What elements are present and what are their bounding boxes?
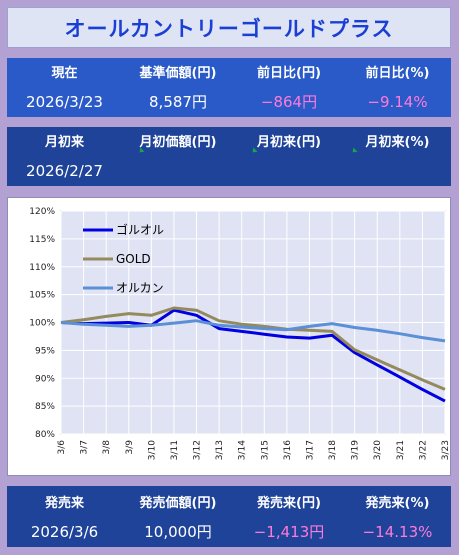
- x-tick-label: 3/14: [238, 440, 248, 460]
- page-title: オールカントリーゴールドプラス: [7, 7, 451, 48]
- y-tick-label: 90%: [35, 374, 55, 384]
- legend-label-2: GOLD: [116, 252, 151, 266]
- y-tick-label: 100%: [29, 319, 55, 329]
- current-date: 2026/3/23: [26, 93, 103, 111]
- header-launch-pct: 発売来(%): [365, 496, 430, 511]
- y-tick-label: 95%: [35, 346, 55, 356]
- header-day-change-pct: 前日比(%): [365, 66, 430, 81]
- month-to-date-panel: 月初来 月初価額(円) 月初来(円) 月初来(%) 2026/2/27: [7, 127, 451, 186]
- launch-change-yen: −1,413円: [253, 523, 325, 541]
- launch-nav: 10,000円: [144, 523, 212, 541]
- y-tick-label: 115%: [29, 235, 55, 245]
- header-launch: 発売来: [44, 496, 84, 511]
- x-tick-label: 3/17: [305, 440, 315, 460]
- x-tick-label: 3/19: [351, 440, 361, 460]
- mtd-change-pct: [344, 157, 451, 185]
- y-tick-label: 105%: [29, 291, 55, 301]
- header-month-start: 月初来: [44, 135, 84, 150]
- header-launch-nav: 発売価額(円): [139, 496, 217, 511]
- y-tick-label: 120%: [29, 207, 55, 217]
- x-tick-label: 3/18: [328, 440, 338, 460]
- header-day-change-yen: 前日比(円): [257, 66, 321, 81]
- y-tick-label: 80%: [35, 430, 55, 440]
- x-tick-label: 3/22: [418, 440, 428, 460]
- day-change-yen: −864円: [260, 93, 318, 111]
- x-tick-label: 3/21: [396, 440, 406, 460]
- header-current: 現在: [51, 66, 78, 81]
- series-line-1: [60, 308, 446, 403]
- launch-date: 2026/3/6: [30, 523, 99, 541]
- month-start-date: 2026/2/27: [26, 162, 103, 180]
- header-month-nav: 月初価額(円): [139, 135, 217, 150]
- x-tick-label: 3/8: [102, 440, 112, 455]
- performance-chart: 80% 85% 90% 95% 100% 105% 110% 115% 120% 3/6 3/7 3/…: [7, 197, 451, 476]
- current-nav: 8,587円: [149, 93, 207, 111]
- header-mtd-pct: 月初来(%): [365, 135, 430, 150]
- header-launch-yen: 発売来(円): [257, 496, 321, 511]
- x-tick-label: 3/23: [441, 440, 450, 460]
- header-nav: 基準価額(円): [139, 66, 217, 81]
- x-tick-label: 3/12: [193, 440, 203, 460]
- chart-svg: 80% 85% 90% 95% 100% 105% 110% 115% 120% 3/6 3/7 3/…: [29, 207, 450, 460]
- x-tick-label: 3/20: [373, 440, 383, 460]
- series-line-3: [60, 319, 446, 343]
- legend-label-1: ゴルオル: [116, 222, 164, 237]
- month-start-nav: [122, 157, 234, 185]
- x-tick-label: 3/9: [125, 440, 135, 455]
- x-tick-label: 3/11: [170, 440, 180, 460]
- x-tick-label: 3/16: [283, 440, 293, 460]
- series-line-2: [60, 306, 446, 391]
- legend-label-3: オルカン: [116, 281, 164, 295]
- day-change-pct: −9.14%: [367, 93, 428, 111]
- since-launch-panel: 発売来 発売価額(円) 発売来(円) 発売来(%) 2026/3/6 10,00…: [7, 486, 451, 547]
- x-tick-label: 3/7: [80, 440, 90, 454]
- current-price-panel: 現在 基準価額(円) 前日比(円) 前日比(%) 2026/3/23 8,587…: [7, 58, 451, 117]
- x-tick-label: 3/6: [57, 440, 67, 455]
- mtd-change-yen: [234, 157, 344, 185]
- y-tick-label: 110%: [29, 263, 55, 273]
- x-tick-label: 3/13: [215, 440, 225, 460]
- header-mtd-yen: 月初来(円): [257, 135, 321, 150]
- launch-change-pct: −14.13%: [362, 523, 433, 541]
- y-tick-label: 85%: [35, 402, 55, 412]
- x-tick-label: 3/10: [147, 440, 157, 460]
- x-tick-label: 3/15: [260, 440, 270, 460]
